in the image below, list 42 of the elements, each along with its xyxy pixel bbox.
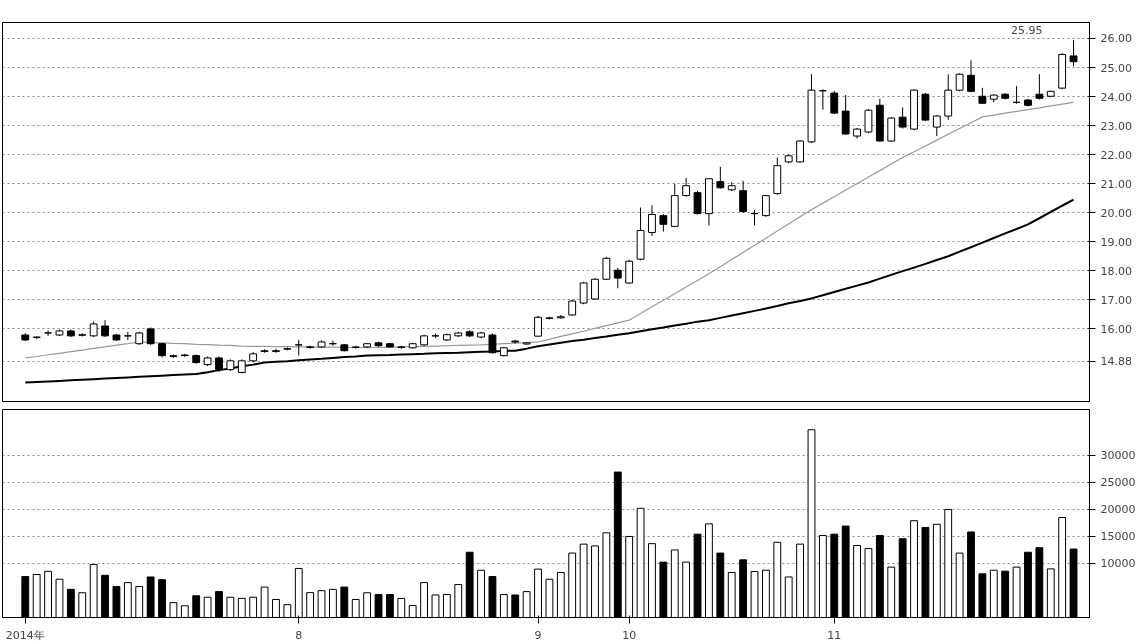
candlestick: [625, 259, 634, 285]
candlestick: [932, 114, 941, 137]
candlestick: [716, 166, 725, 190]
y-tick-label: 21.00: [1100, 177, 1132, 191]
y-tick-label: 30000: [1100, 449, 1136, 463]
y-tick-label: 18.00: [1100, 264, 1132, 278]
y-tick-label: 25000: [1100, 476, 1136, 490]
candlestick: [648, 204, 656, 237]
x-tick-label: 9: [534, 628, 542, 642]
y-tick-label: 23.00: [1100, 119, 1132, 133]
x-tick-label: 10: [622, 628, 637, 642]
candlestick: [739, 180, 748, 214]
y-tick-label: 20.00: [1100, 206, 1132, 220]
candlestick: [898, 107, 907, 129]
y-tick-label: 22.00: [1100, 148, 1132, 162]
candlestick: [887, 116, 896, 143]
line-series: [24, 101, 1075, 359]
candlestick: [591, 277, 599, 301]
y-tick-label: 14.88: [1100, 355, 1132, 369]
candlestick: [830, 90, 839, 115]
y-tick-label: 24.00: [1100, 90, 1132, 104]
annotation: 25.95: [1011, 23, 1043, 37]
candlestick: [1035, 73, 1044, 100]
y-tick-label: 10000: [1100, 557, 1136, 571]
candlestick: [1069, 39, 1078, 67]
y-tick-label: 25.00: [1100, 61, 1132, 75]
line-series: [24, 198, 1075, 384]
candlestick: [613, 267, 622, 289]
y-tick-label: 19.00: [1100, 235, 1132, 249]
y-tick-label: 20000: [1100, 503, 1136, 517]
candlestick: [272, 348, 280, 354]
candlestick: [967, 59, 975, 93]
candlestick: [682, 177, 691, 198]
y-tick-label: 17.00: [1100, 293, 1132, 307]
candlestick: [841, 94, 850, 136]
x-tick-label: 11: [827, 628, 842, 642]
y-tick-label: 15000: [1100, 530, 1136, 544]
y-tick-label: 16.00: [1100, 322, 1132, 336]
y-tick-label: 26.00: [1100, 32, 1132, 46]
x-tick-label: 2014年: [5, 628, 45, 642]
candlestick: [796, 139, 805, 164]
x-tick-label: 8: [295, 628, 303, 642]
